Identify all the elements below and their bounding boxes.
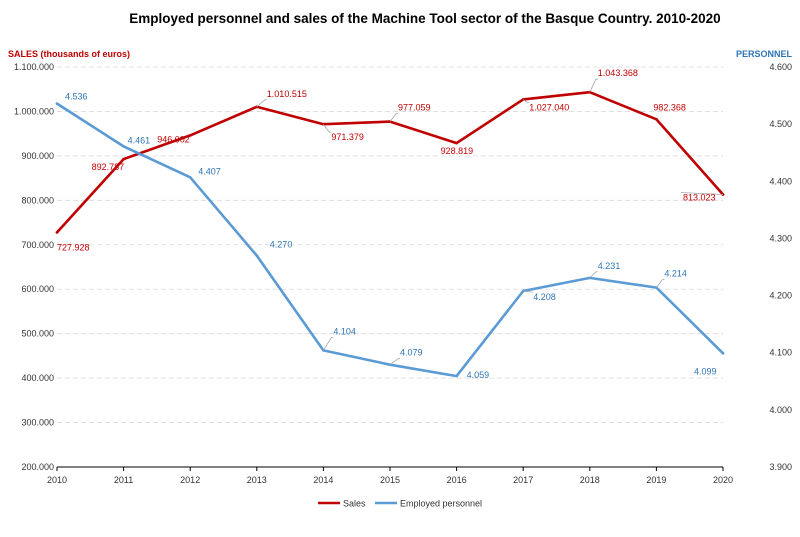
sales-data-label: 1.043.368 (598, 68, 638, 78)
right-tick-label: 4.300 (769, 233, 792, 243)
sales-point (655, 117, 658, 121)
right-tick-label: 4.600 (769, 62, 792, 72)
x-tick-label: 2018 (580, 475, 600, 485)
right-tick-label: 4.100 (769, 348, 792, 358)
sales-data-leader (323, 123, 332, 133)
left-tick-label: 500.000 (21, 329, 54, 339)
sales-point (122, 157, 125, 161)
right-axis-title: PERSONNEL (736, 49, 793, 59)
data-labels: 727.928 892.787 946.002 1.010.515 971.379 977… (57, 68, 724, 380)
personnel-data-label: 4.208 (533, 292, 556, 302)
left-tick-label: 900.000 (21, 151, 54, 161)
personnel-point (455, 374, 458, 378)
chart-title: Employed personnel and sales of the Mach… (129, 11, 720, 26)
left-tick-label: 700.000 (21, 240, 54, 250)
legend-sales-label: Sales (343, 499, 366, 509)
personnel-data-label: 4.099 (694, 366, 717, 376)
x-tick-label: 2013 (247, 475, 267, 485)
sales-data-leader (389, 113, 398, 122)
right-tick-label: 4.500 (769, 119, 792, 129)
x-tick-label: 2017 (513, 475, 533, 485)
sales-data-label: 727.928 (57, 242, 90, 252)
sales-data-label: 946.002 (157, 134, 190, 144)
right-tick-label: 3.900 (769, 462, 792, 472)
personnel-data-label: 4.270 (270, 240, 293, 250)
sales-data-leader (256, 99, 267, 108)
personnel-point (122, 145, 125, 148)
legend: Sales Employed personnel (318, 499, 482, 509)
series-group (55, 90, 725, 378)
x-tick-label: 2019 (646, 475, 666, 485)
right-tick-label: 4.400 (769, 176, 792, 186)
x-tick-label: 2015 (380, 475, 400, 485)
left-tick-label: 1.100.000 (14, 62, 54, 72)
x-tick-label: 2012 (180, 475, 200, 485)
right-tick-label: 4.000 (769, 405, 792, 415)
personnel-point (55, 102, 59, 105)
personnel-point (188, 175, 192, 179)
legend-personnel-label: Employed personnel (400, 499, 482, 509)
personnel-data-label: 4.059 (467, 370, 490, 380)
personnel-point (721, 351, 725, 355)
sales-data-label: 928.819 (441, 146, 474, 156)
sales-data-label: 813.023 (683, 193, 716, 203)
x-tick-label: 2020 (713, 475, 733, 485)
personnel-data-leader (523, 290, 534, 293)
sales-point (55, 231, 59, 234)
sales-point (188, 134, 192, 137)
left-tick-label: 800.000 (21, 195, 54, 205)
sales-data-label: 982.368 (653, 102, 686, 112)
personnel-data-leader (656, 279, 665, 288)
sales-data-leader (680, 192, 724, 195)
sales-data-label: 1.027.040 (529, 102, 569, 112)
left-axis-title: SALES (thousands of euros) (8, 49, 130, 59)
personnel-data-leader (589, 271, 598, 279)
personnel-data-label: 4.104 (333, 326, 356, 336)
left-tick-label: 600.000 (21, 284, 54, 294)
sales-data-label: 977.059 (398, 103, 431, 113)
personnel-data-label: 4.461 (128, 135, 151, 145)
personnel-data-label: 4.231 (598, 261, 621, 271)
x-tick-label: 2010 (47, 475, 67, 485)
sales-data-leader (589, 78, 598, 93)
personnel-line (55, 102, 725, 378)
sales-point (455, 141, 458, 145)
gridlines (57, 66, 723, 423)
personnel-data-label: 4.407 (198, 166, 221, 176)
personnel-data-label: 4.536 (65, 92, 88, 102)
personnel-point (255, 254, 259, 257)
axes: 200.000 300.000 400.000 500.000 600.000 700.0… (14, 62, 792, 485)
left-tick-label: 400.000 (21, 373, 54, 383)
personnel-data-label: 4.214 (664, 269, 687, 279)
x-tick-label: 2014 (313, 475, 333, 485)
personnel-data-leader (389, 358, 400, 366)
sales-data-label: 892.787 (92, 162, 125, 172)
sales-point (721, 193, 725, 196)
x-tick-label: 2016 (447, 475, 467, 485)
x-tick-label: 2011 (114, 475, 133, 485)
left-tick-label: 200.000 (21, 462, 54, 472)
sales-data-leader (522, 99, 530, 103)
personnel-data-label: 4.079 (400, 348, 423, 358)
left-tick-label: 300.000 (21, 418, 54, 428)
left-tick-label: 1.000.000 (14, 106, 54, 116)
right-tick-label: 4.200 (769, 291, 792, 301)
personnel-data-leader (323, 336, 334, 351)
sales-data-label: 1.010.515 (267, 89, 307, 99)
sales-data-label: 971.379 (331, 132, 364, 142)
